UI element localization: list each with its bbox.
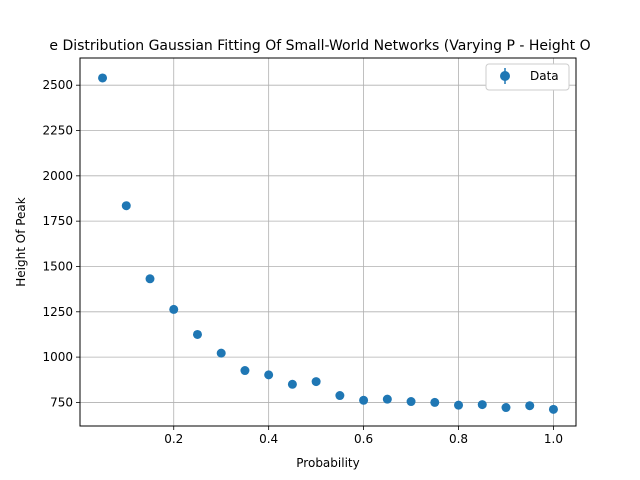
x-tick-label: 0.8 xyxy=(449,432,468,446)
data-point xyxy=(454,400,464,410)
y-tick-label: 2500 xyxy=(42,78,73,92)
data-point xyxy=(359,395,369,405)
data-point xyxy=(264,370,274,380)
x-tick-label: 0.4 xyxy=(259,432,278,446)
x-tick-label: 0.6 xyxy=(354,432,373,446)
x-tick-label: 0.2 xyxy=(164,432,183,446)
data-point xyxy=(216,348,226,358)
y-tick-label: 750 xyxy=(50,395,73,409)
y-axis-label: Height Of Peak xyxy=(14,197,28,287)
y-tick-label: 1500 xyxy=(42,259,73,273)
y-tick-label: 2250 xyxy=(42,124,73,138)
legend-label: Data xyxy=(530,69,559,83)
data-point xyxy=(382,394,392,404)
data-point xyxy=(98,73,108,83)
y-tick-label: 1250 xyxy=(42,305,73,319)
data-point xyxy=(477,400,487,410)
data-point xyxy=(169,304,179,314)
data-point xyxy=(406,397,416,407)
x-axis-label: Probability xyxy=(296,456,359,470)
legend-marker xyxy=(500,71,510,81)
plot-frame xyxy=(79,57,577,427)
data-point xyxy=(311,377,321,387)
data-point xyxy=(525,401,535,411)
chart-title: e Distribution Gaussian Fitting Of Small… xyxy=(49,38,590,54)
data-point xyxy=(548,404,558,414)
data-point xyxy=(501,403,511,413)
legend-box xyxy=(485,63,570,91)
data-point xyxy=(287,379,297,389)
y-tick-label: 1000 xyxy=(42,350,73,364)
data-point xyxy=(240,366,250,376)
grid xyxy=(80,58,576,426)
legend: Data xyxy=(485,63,570,91)
data-points xyxy=(98,73,558,414)
axes: 0.2 0.4 0.6 0.8 1.0 750 1000 1250 1500 1750 2000 22… xyxy=(42,78,563,446)
y-tick-label: 1750 xyxy=(42,214,73,228)
y-tick-label: 2000 xyxy=(42,169,73,183)
x-tick-label: 1.0 xyxy=(544,432,563,446)
data-point xyxy=(145,274,155,284)
data-point xyxy=(335,391,345,401)
data-point xyxy=(192,329,202,339)
data-point xyxy=(430,397,440,407)
data-point xyxy=(121,201,131,211)
